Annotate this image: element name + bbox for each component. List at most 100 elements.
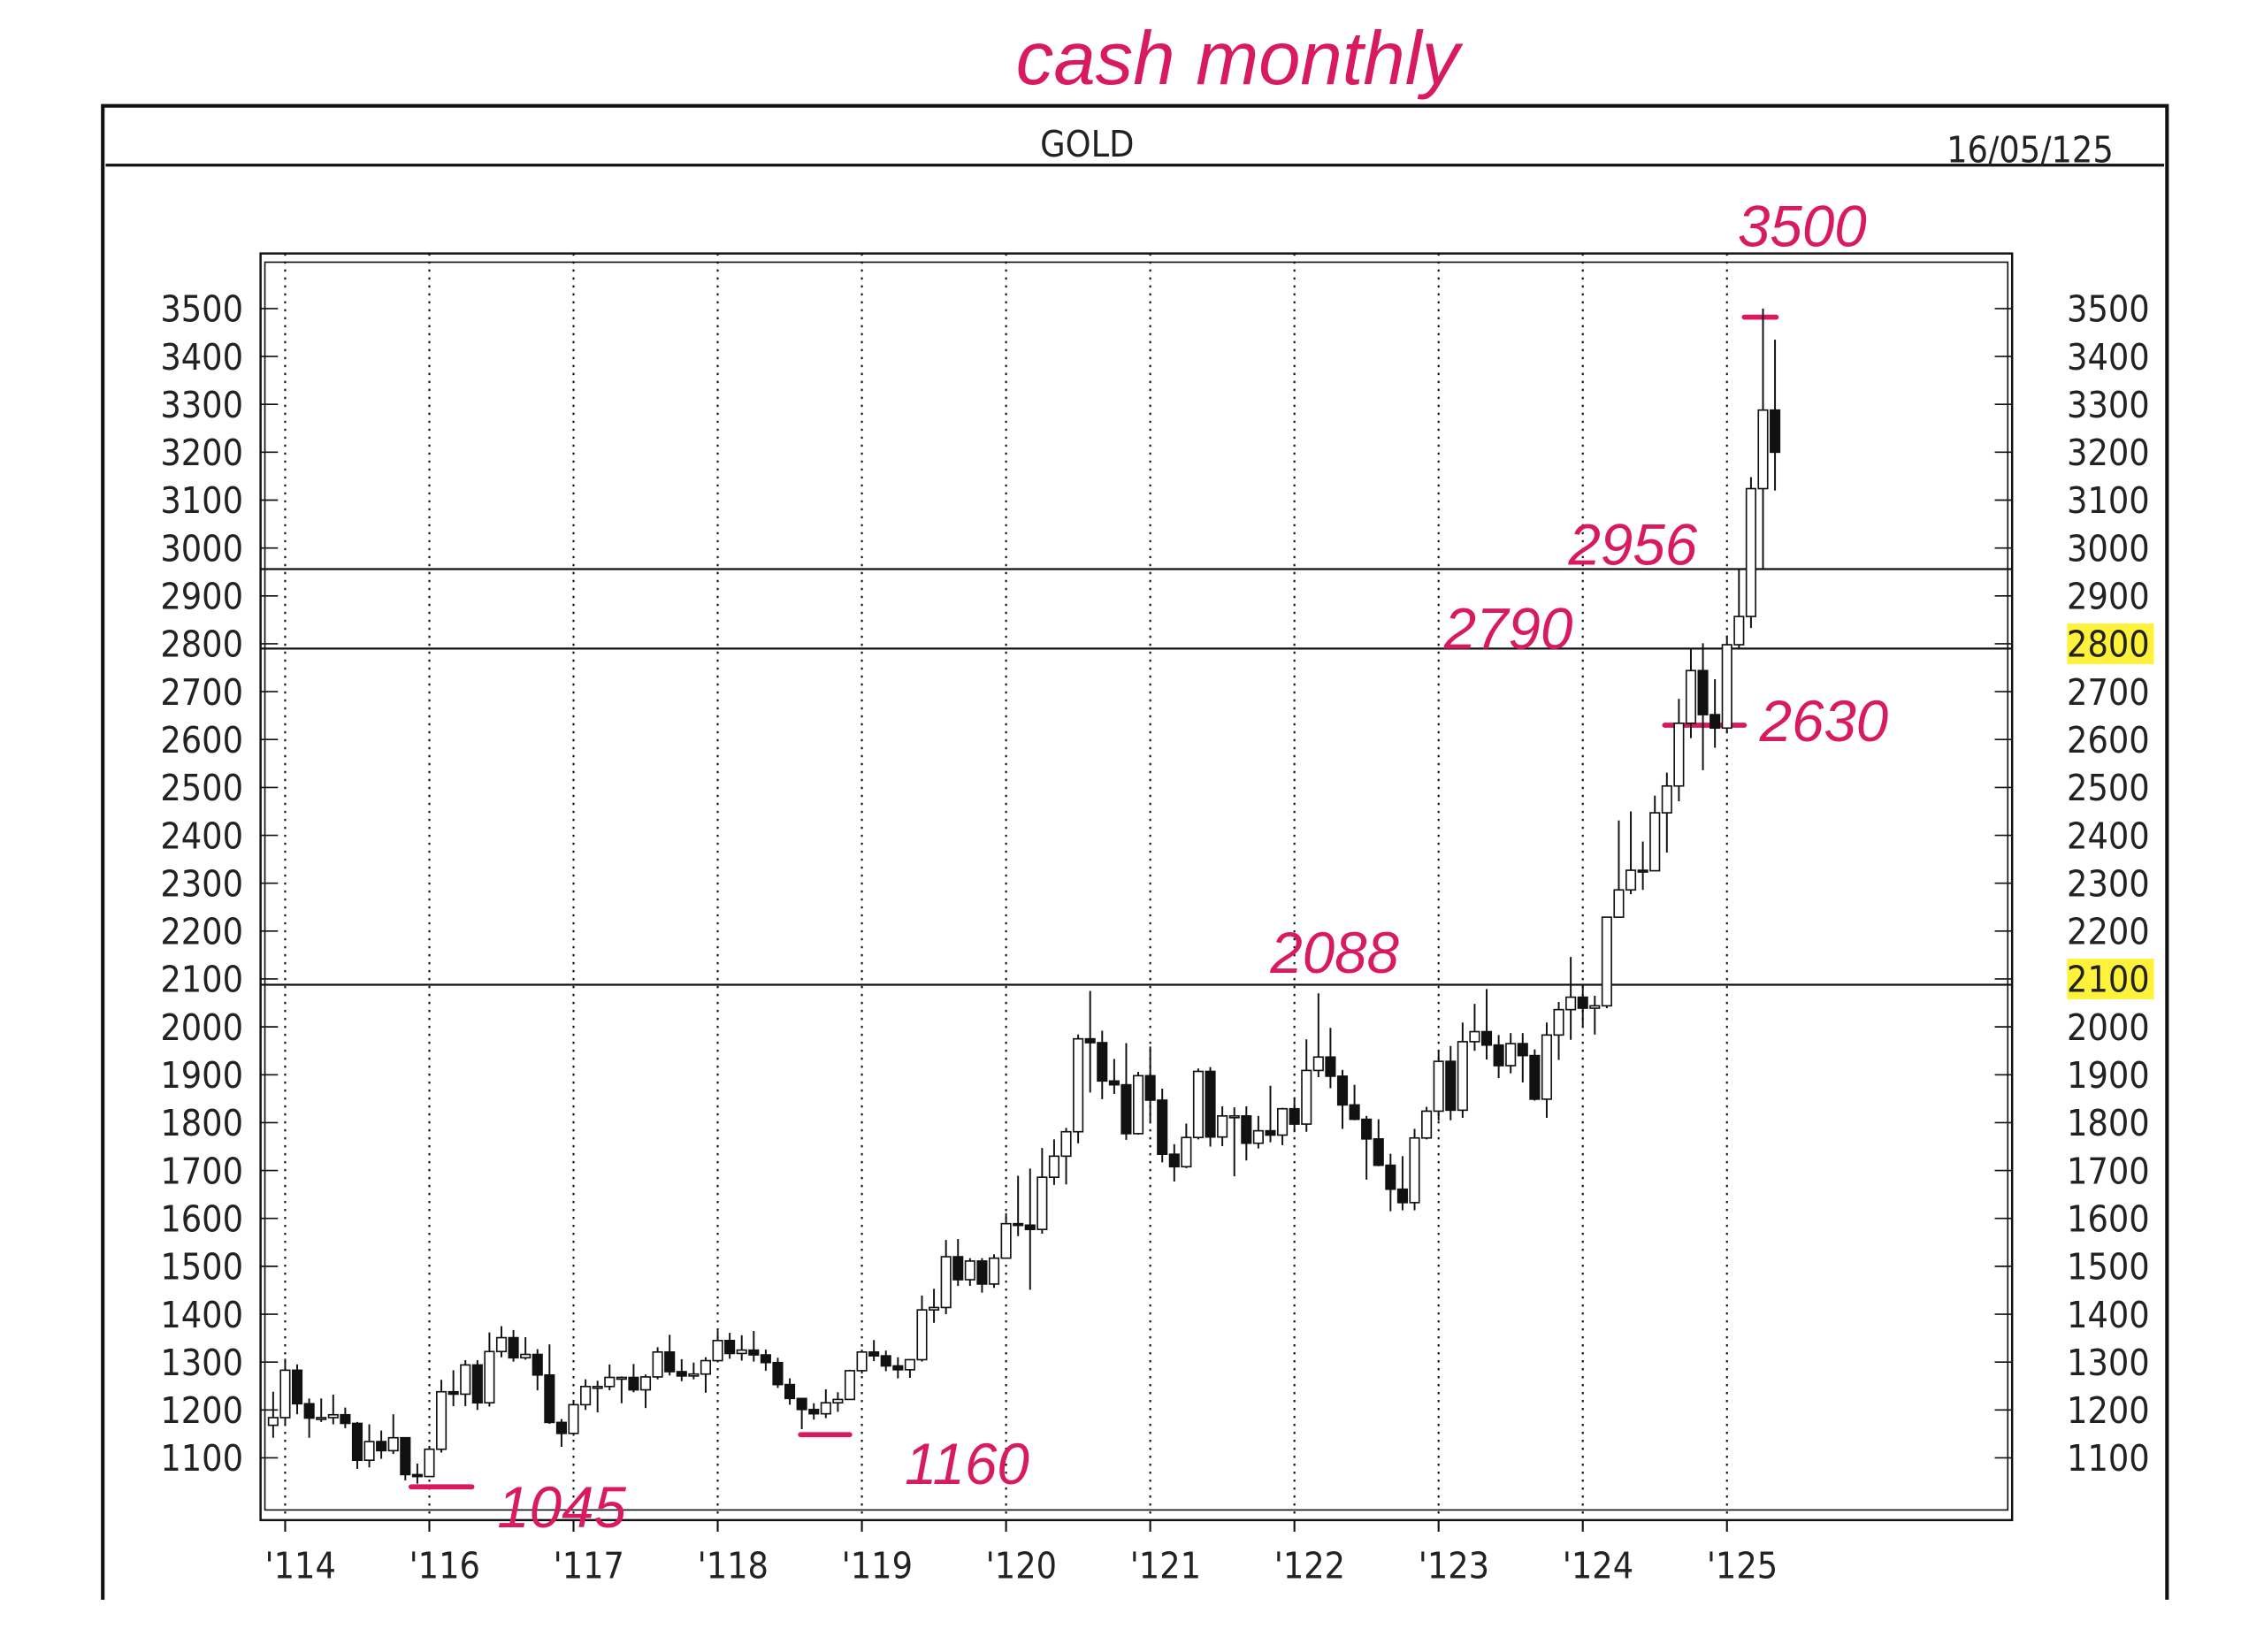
y-tick-label: 2500: [160, 767, 243, 809]
x-tick-label: '118: [698, 1544, 769, 1587]
candle-body: [1036, 1176, 1048, 1230]
annotation-label: 3500: [1738, 194, 1867, 258]
candle-body: [1721, 644, 1732, 730]
candle-body: [508, 1336, 519, 1359]
candle-body: [424, 1448, 435, 1478]
candle-body: [952, 1256, 964, 1281]
candle-body: [1121, 1083, 1132, 1135]
y2-tick-label: 2400: [2067, 815, 2150, 857]
candle-body: [1289, 1107, 1300, 1125]
candle-body: [555, 1421, 567, 1434]
candle-body: [447, 1390, 459, 1396]
candle-body: [1097, 1042, 1108, 1082]
candle-body: [1373, 1138, 1384, 1166]
candle-body: [471, 1364, 483, 1404]
candle-body: [1673, 723, 1685, 787]
candle-body: [652, 1350, 663, 1378]
x-tick-label: '119: [842, 1544, 913, 1587]
candle-body: [1409, 1136, 1420, 1204]
y2-tick-label: 1200: [2067, 1389, 2150, 1432]
y-tick-label: 1500: [160, 1246, 243, 1289]
candle-body: [1649, 812, 1661, 872]
y2-tick-label: 2000: [2067, 1006, 2150, 1049]
y-tick-label: 3300: [160, 384, 243, 426]
candle-body: [1013, 1222, 1024, 1227]
x-tick-label: '121: [1130, 1544, 1201, 1587]
candle-body: [724, 1339, 736, 1355]
candle-body: [639, 1376, 652, 1391]
candle-body: [1205, 1070, 1216, 1138]
candle-body: [604, 1376, 616, 1388]
candle-body: [628, 1376, 639, 1391]
candle-body: [1277, 1107, 1289, 1136]
candle-body: [1000, 1222, 1012, 1259]
y-tick-label: 1700: [160, 1150, 243, 1192]
y-tick-label: 1100: [160, 1437, 243, 1480]
candle-body: [460, 1364, 471, 1396]
candle-body: [940, 1256, 952, 1309]
y-tick-label: 1300: [160, 1342, 243, 1384]
y2-tick-label: 3000: [2067, 527, 2150, 570]
y-tick-label: 1900: [160, 1054, 243, 1097]
x-tick-label: '114: [265, 1544, 336, 1587]
x-tick-label: '117: [554, 1544, 624, 1587]
candle-body: [1601, 916, 1612, 1007]
y-tick-label: 3100: [160, 479, 243, 522]
y2-tick-label: 2700: [2067, 671, 2150, 714]
candle-body: [760, 1354, 771, 1364]
y2-tick-label: 2600: [2067, 719, 2150, 761]
y2-tick-label: 2900: [2067, 576, 2150, 618]
candle-body: [544, 1373, 555, 1424]
y-tick-label: 1600: [160, 1197, 243, 1240]
candle-body: [1445, 1060, 1457, 1112]
annotation-label: 2956: [1568, 513, 1698, 577]
candle-body: [387, 1436, 399, 1452]
x-tick-label: '122: [1274, 1544, 1345, 1587]
y2-tick-label: 1700: [2067, 1150, 2150, 1192]
tick-highlight: [2067, 623, 2154, 664]
candle-body: [1217, 1115, 1228, 1138]
candle-body: [1252, 1129, 1264, 1144]
candle-body: [904, 1358, 915, 1371]
candle-body: [303, 1403, 315, 1419]
y2-tick-label: 2100: [2067, 959, 2150, 1001]
y2-tick-label: 1600: [2067, 1197, 2150, 1240]
candle-body: [1745, 487, 1756, 617]
y2-tick-label: 1400: [2067, 1294, 2150, 1336]
candle-body: [892, 1365, 904, 1371]
candle-body: [1301, 1069, 1312, 1125]
candle-body: [868, 1350, 880, 1357]
y2-tick-label: 2500: [2067, 767, 2150, 809]
candle-body: [580, 1385, 592, 1406]
candle-body: [988, 1257, 1000, 1285]
candle-body: [784, 1383, 796, 1400]
y-tick-label: 1200: [160, 1389, 243, 1432]
candle-body: [616, 1376, 627, 1380]
candle-body: [1312, 1056, 1324, 1072]
candle-body: [929, 1306, 940, 1311]
candle-body: [411, 1473, 423, 1478]
candle-body: [1421, 1110, 1433, 1139]
handwritten-note: cash monthly: [1016, 17, 1464, 101]
y2-tick-label: 2300: [2067, 862, 2150, 905]
candle-body: [1493, 1044, 1504, 1067]
candle-body: [1108, 1080, 1120, 1086]
candle-body: [1757, 409, 1769, 490]
y-tick-label: 1400: [160, 1294, 243, 1336]
candle-body: [1144, 1075, 1156, 1101]
candle-body: [1589, 1005, 1601, 1009]
x-tick-label: '125: [1707, 1544, 1778, 1587]
candle-body: [832, 1398, 844, 1404]
candle-body: [772, 1361, 784, 1386]
y-tick-label: 2400: [160, 815, 243, 857]
y2-tick-label: 3200: [2067, 432, 2150, 474]
candle-body: [532, 1353, 543, 1376]
candle-body: [316, 1417, 327, 1420]
candle-body: [568, 1403, 579, 1434]
candle-body: [1265, 1129, 1276, 1136]
candle-body: [916, 1309, 928, 1361]
y-tick-label: 3200: [160, 432, 243, 474]
annotation-label: 1160: [905, 1432, 1029, 1496]
